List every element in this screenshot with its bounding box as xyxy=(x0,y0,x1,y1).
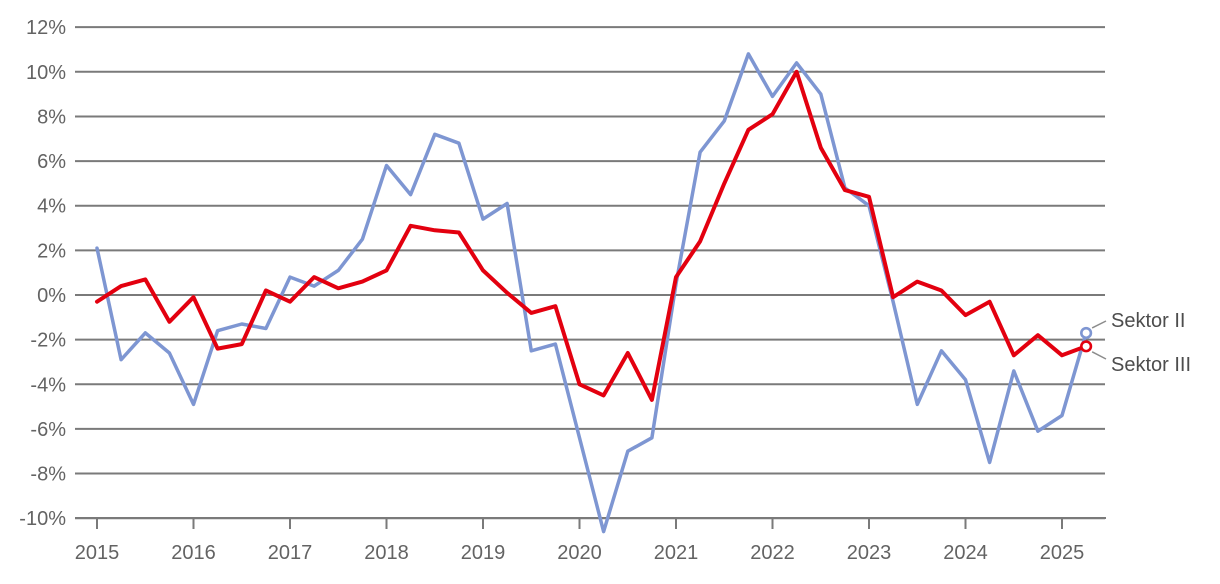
x-axis-tick-label: 2025 xyxy=(1040,542,1085,564)
x-axis-tick-label: 2022 xyxy=(750,542,795,564)
series-end-label-sektor-iii: Sektor III xyxy=(1111,354,1191,376)
leader-line-sektor-iii xyxy=(1091,351,1107,360)
y-axis-tick-label: 12% xyxy=(26,17,66,39)
y-axis-tick-label: -8% xyxy=(30,464,66,486)
gridlines-group xyxy=(75,26,1105,520)
x-axis-tick-label: 2017 xyxy=(268,542,313,564)
x-axis-tick-label: 2021 xyxy=(654,542,699,564)
x-axis-tick-label: 2023 xyxy=(847,542,892,564)
series-end-marker-sektor-iii xyxy=(1080,340,1093,353)
y-axis-tick-label: 10% xyxy=(26,62,66,84)
x-axis-tick-label: 2015 xyxy=(75,542,120,564)
y-axis-tick-label: -2% xyxy=(30,330,66,352)
y-axis-tick-label: 2% xyxy=(37,240,66,262)
x-axis-tick-label: 2020 xyxy=(557,542,602,564)
x-axis-tick-label: 2018 xyxy=(364,542,409,564)
series-line-sektor-iii xyxy=(95,69,1089,402)
x-axis-tick-label: 2016 xyxy=(171,542,216,564)
series-line-sektor-ii xyxy=(95,52,1088,534)
y-axis-labels-group: 12% 10% 8% 6% 4% 2% 0% -2% -4% -6% -8% -10% xyxy=(19,17,66,530)
x-axis-group: 2015 2016 2017 2018 2019 2020 2021 2022 2023 2024… xyxy=(75,517,1106,564)
series-end-marker-sektor-ii xyxy=(1080,326,1093,340)
y-axis-tick-label: -4% xyxy=(30,374,66,396)
y-axis-tick-label: 8% xyxy=(37,106,66,128)
x-axis-tick-label: 2024 xyxy=(943,542,988,564)
y-axis-tick-label: 4% xyxy=(37,196,66,218)
leader-line-sektor-ii xyxy=(1091,320,1107,329)
y-axis-tick-label: -6% xyxy=(30,419,66,441)
y-axis-tick-label: 6% xyxy=(37,151,66,173)
x-axis-tick-label: 2019 xyxy=(461,542,506,564)
y-axis-tick-label: 0% xyxy=(37,285,66,307)
series-end-label-sektor-ii: Sektor II xyxy=(1111,310,1185,332)
y-axis-tick-label: -10% xyxy=(19,508,66,530)
